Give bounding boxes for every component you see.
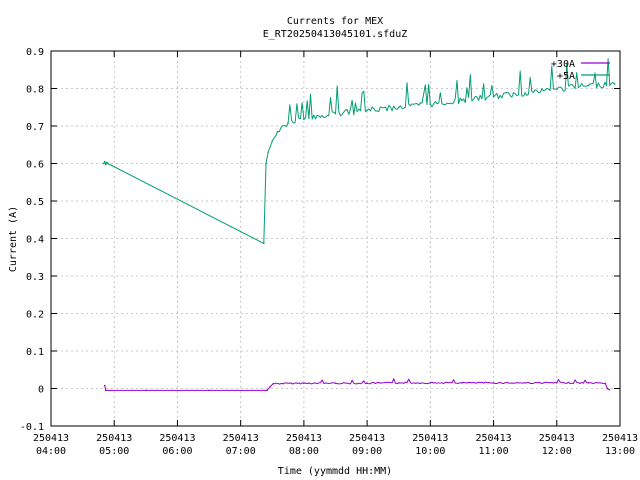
x-tick-label-date: 250413 [159, 433, 195, 444]
y-tick-label: 0.7 [26, 122, 44, 133]
x-tick-label-time: 06:00 [162, 446, 192, 457]
chart-subtitle: E_RT20250413045101.sfduZ [263, 29, 408, 40]
data-point [366, 382, 368, 385]
y-tick-label: 0.2 [26, 310, 44, 321]
data-point [492, 95, 495, 98]
data-point [208, 389, 210, 392]
y-tick-label: 0.4 [26, 235, 44, 246]
x-tick-labels: 250413 04:00 250413 05:00 250413 06:00 250413 0… [33, 433, 638, 457]
x-tick-label-time: 11:00 [479, 446, 509, 457]
data-point [613, 83, 616, 85]
legend: +30A+5A [551, 59, 610, 82]
x-tick-label-time: 12:00 [542, 446, 572, 457]
plot-frame [50, 50, 621, 427]
data-point [524, 382, 526, 384]
data-point [269, 385, 271, 388]
data-point [334, 382, 337, 385]
x-tick-label-date: 250413 [475, 433, 511, 444]
data-point [303, 382, 305, 385]
data-point [104, 163, 107, 166]
data-point [266, 389, 268, 392]
data-point [104, 389, 107, 392]
data-point [461, 99, 463, 102]
data-point [397, 382, 400, 384]
data-point [103, 160, 106, 163]
plot-area [102, 58, 616, 392]
x-tick-label-date: 250413 [33, 433, 69, 444]
data-point [587, 84, 590, 87]
x-tick-label-date: 250413 [412, 433, 448, 444]
data-point [107, 162, 109, 165]
x-tick-label-date: 250413 [223, 433, 259, 444]
x-tick-label-time: 09:00 [352, 446, 382, 457]
y-tick-label: 0.9 [26, 47, 44, 58]
data-point [461, 382, 463, 384]
series-line [104, 378, 610, 391]
data-point [555, 382, 558, 384]
data-point [102, 162, 105, 165]
data-point [606, 387, 609, 390]
data-point [303, 118, 305, 121]
y-axis-label: Current (A) [8, 206, 19, 272]
x-axis-label: Time (yymmdd HH:MM) [278, 466, 392, 477]
data-point [263, 242, 265, 245]
data-point [429, 382, 432, 384]
x-tick-label-date: 250413 [96, 433, 132, 444]
y-tick-label: 0.6 [26, 160, 44, 171]
data-point [429, 103, 432, 106]
data-point [276, 130, 279, 133]
data-point [287, 122, 289, 124]
y-tick-label: 0.1 [26, 347, 44, 358]
data-point [524, 92, 526, 94]
data-point [555, 88, 558, 91]
x-tick-label-time: 13:00 [605, 446, 635, 457]
x-tick-label-date: 250413 [349, 433, 385, 444]
data-point [106, 161, 108, 164]
y-tick-label: 0.5 [26, 197, 44, 208]
x-tick-label-time: 08:00 [289, 446, 319, 457]
x-tick-label-time: 05:00 [99, 446, 129, 457]
y-tick-labels: -0.1 0 0.1 0.2 0.3 0.4 0.5 0.6 0.7 0.8 0.9 [20, 47, 44, 433]
x-tick-label-date: 250413 [602, 433, 638, 444]
x-tick-label-time: 07:00 [226, 446, 256, 457]
legend-label: +30A [551, 59, 575, 70]
data-point [587, 382, 590, 384]
chart-title: Currents for MEX [287, 16, 383, 27]
y-tick-label: -0.1 [20, 422, 44, 433]
x-tick-label-time: 04:00 [36, 446, 66, 457]
data-point [608, 388, 611, 391]
x-tick-label-time: 10:00 [415, 446, 445, 457]
legend-label: +5A [557, 71, 575, 82]
x-tick-label-date: 250413 [286, 433, 322, 444]
data-point [397, 106, 400, 109]
data-point [604, 382, 607, 385]
data-point [271, 140, 274, 142]
data-point [366, 109, 368, 112]
y-tick-label: 0.8 [26, 85, 44, 96]
data-point [145, 389, 147, 392]
x-tick-label-date: 250413 [539, 433, 575, 444]
data-point [272, 382, 275, 385]
y-tick-label: 0 [38, 385, 44, 396]
data-point [265, 162, 267, 165]
series-line [103, 58, 616, 244]
data-point [267, 151, 269, 154]
data-point [103, 384, 106, 387]
data-point [334, 112, 337, 115]
data-point [492, 382, 495, 384]
y-tick-label: 0.3 [26, 272, 44, 283]
